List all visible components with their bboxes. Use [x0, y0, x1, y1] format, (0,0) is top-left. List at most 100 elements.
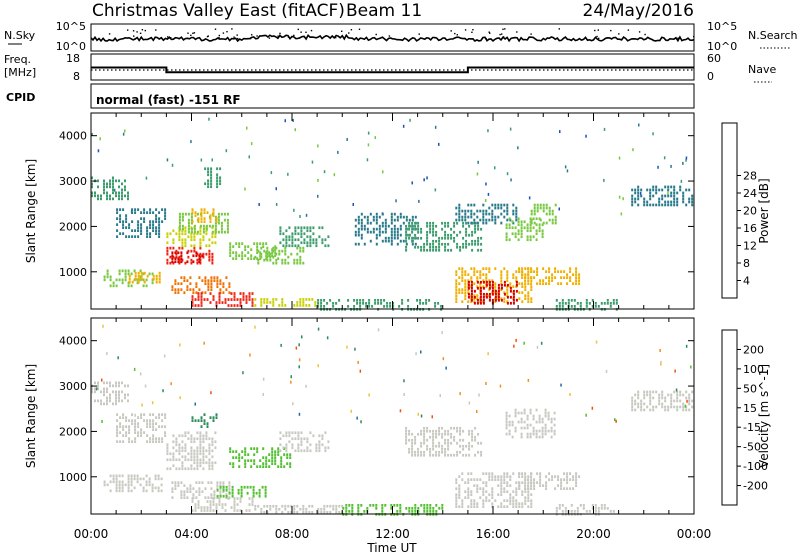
velocity-cell	[557, 484, 560, 487]
velocity-cell	[396, 504, 399, 507]
power-scatter-cell	[418, 199, 420, 203]
power-cell	[121, 191, 123, 195]
power-scatter-cell	[299, 215, 301, 218]
power-scatter-cell	[438, 142, 440, 146]
power-cell	[97, 185, 99, 189]
velocity-cell	[190, 455, 193, 459]
power-cell	[468, 242, 471, 246]
power-cell	[311, 298, 314, 301]
power-cell	[296, 246, 299, 250]
power-cell	[357, 230, 360, 234]
power-cell	[259, 257, 262, 260]
power-cell	[353, 299, 356, 302]
power-cell	[594, 305, 597, 308]
power-cell	[667, 194, 670, 198]
power-cell	[458, 276, 461, 279]
velocity-scatter-cell	[101, 420, 103, 423]
power-cell	[670, 200, 673, 204]
power-cell	[241, 251, 244, 254]
power-cell	[503, 297, 506, 300]
velocity-cell	[189, 484, 192, 487]
power-cell	[682, 194, 685, 198]
velocity-cell	[572, 478, 575, 481]
power-cell	[494, 267, 497, 270]
nave-tick-bottom: 0	[707, 70, 714, 83]
velocity-cell	[670, 396, 673, 400]
power-cell	[476, 298, 479, 302]
velocity-cell	[318, 446, 321, 450]
freq-label-2: [MHz]	[4, 66, 36, 79]
power-cell	[103, 275, 106, 279]
velocity-cell	[432, 444, 435, 448]
power-cell	[494, 206, 497, 210]
power-cell	[420, 236, 423, 240]
velocity-scatter-cell	[476, 410, 478, 413]
velocity-scatter-cell	[523, 341, 525, 345]
power-cell	[180, 282, 183, 285]
power-cell	[143, 211, 146, 214]
nsky-label: N.Sky	[4, 29, 36, 42]
power-cell	[383, 299, 386, 302]
power-cell	[506, 279, 509, 282]
velocity-cell	[197, 506, 200, 509]
velocity-cell	[106, 483, 109, 487]
power-scatter-cell	[638, 123, 640, 127]
velocity-cell	[184, 446, 187, 450]
power-cell	[527, 297, 530, 300]
power-cell	[474, 239, 477, 243]
velocity-cell	[222, 484, 225, 487]
velocity-cell	[471, 429, 474, 433]
power-cell	[491, 215, 494, 219]
power-cell	[485, 221, 488, 225]
velocity-cell	[661, 390, 664, 394]
velocity-cell	[118, 396, 120, 400]
velocity-cell	[505, 414, 508, 418]
power-cell	[634, 188, 637, 192]
power-cell	[332, 305, 335, 308]
power-cell	[143, 271, 146, 275]
velocity-cell	[124, 396, 126, 400]
power-cell	[214, 215, 217, 219]
velocity-cell	[512, 472, 515, 475]
velocity-cell	[560, 481, 563, 484]
power-cell	[211, 224, 214, 228]
velocity-cell	[564, 507, 567, 510]
nsearch-dot	[434, 37, 436, 39]
velocity-cell	[550, 435, 553, 439]
velocity-cell	[691, 399, 694, 403]
velocity-cell	[174, 481, 177, 484]
power-colorbar-frame	[721, 122, 738, 299]
power-cell	[464, 297, 467, 300]
velocity-scatter-cell	[203, 341, 205, 345]
power-cell	[429, 230, 432, 234]
power-cell	[637, 197, 640, 201]
velocity-cell	[480, 453, 483, 457]
power-cell	[545, 206, 548, 210]
power-cell	[158, 277, 161, 281]
velocity-cell	[184, 443, 187, 447]
velocity-cell	[195, 496, 198, 499]
date-label: 24/May/2016	[583, 1, 695, 21]
velocity-ytick-label: 3000	[59, 380, 87, 393]
power-cell	[250, 254, 253, 257]
power-cell	[515, 285, 518, 288]
power-scatter-cell	[409, 118, 411, 122]
power-cell	[503, 292, 506, 296]
power-cell	[372, 230, 375, 234]
velocity-cell	[109, 480, 112, 484]
velocity-cell	[202, 449, 205, 453]
power-cell	[300, 226, 303, 230]
power-cell	[186, 285, 189, 288]
velocity-cell	[473, 484, 476, 487]
power-cell	[137, 277, 140, 281]
velocity-cell	[145, 474, 148, 478]
power-cell	[399, 224, 402, 228]
velocity-cell	[181, 467, 184, 471]
velocity-cell	[441, 426, 444, 430]
power-cell	[128, 235, 131, 238]
velocity-cell	[676, 405, 679, 409]
velocity-cell	[467, 472, 470, 475]
power-cell	[515, 280, 518, 284]
velocity-cell	[536, 472, 539, 475]
velocity-cell	[643, 396, 646, 400]
